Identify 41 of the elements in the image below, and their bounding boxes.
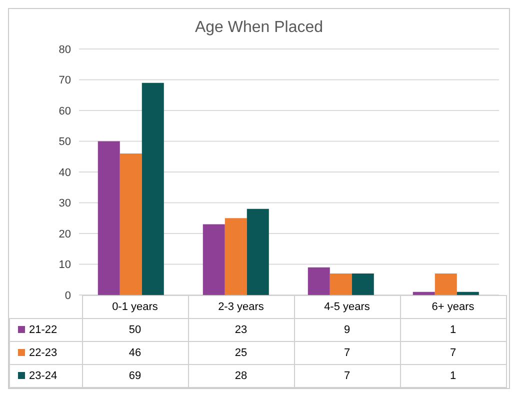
bar bbox=[224, 218, 247, 295]
data-label: 46 bbox=[82, 342, 188, 364]
data-label: 7 bbox=[294, 364, 400, 388]
data-label: 7 bbox=[294, 342, 400, 364]
y-tick-label: 60 bbox=[58, 105, 71, 118]
y-tick-label: 50 bbox=[58, 136, 71, 148]
bar bbox=[246, 208, 269, 295]
y-tick-label: 20 bbox=[58, 228, 71, 240]
x-tick-label: 0-1 years bbox=[82, 296, 188, 318]
bar bbox=[202, 224, 225, 295]
data-label: 23 bbox=[188, 318, 294, 342]
data-label: 50 bbox=[82, 318, 188, 342]
data-label: 28 bbox=[188, 364, 294, 388]
data-label: 69 bbox=[82, 364, 188, 388]
bar bbox=[98, 141, 120, 295]
x-tick-label: 4-5 years bbox=[294, 296, 400, 318]
bar bbox=[434, 273, 457, 295]
y-tick-label: 0 bbox=[64, 290, 71, 302]
data-label: 9 bbox=[294, 318, 400, 342]
bar bbox=[330, 273, 352, 295]
x-tick-label: 2-3 years bbox=[188, 296, 294, 318]
legend-label: 21-22 bbox=[10, 318, 82, 342]
data-label: 7 bbox=[400, 342, 506, 364]
chart-title: Age When Placed bbox=[194, 18, 324, 38]
legend-label: 22-23 bbox=[10, 342, 82, 364]
y-tick-label: 30 bbox=[58, 198, 71, 210]
bar bbox=[308, 267, 330, 295]
bar bbox=[412, 292, 435, 295]
y-tick-label: 80 bbox=[58, 44, 71, 56]
y-tick-label: 10 bbox=[58, 259, 71, 272]
x-tick-label: 6+ years bbox=[400, 296, 506, 318]
y-tick-label: 40 bbox=[58, 166, 71, 179]
bar bbox=[120, 154, 142, 295]
data-label: 1 bbox=[400, 318, 506, 342]
bar bbox=[352, 273, 374, 295]
bar bbox=[142, 82, 164, 295]
data-label: 25 bbox=[188, 342, 294, 364]
y-tick-label: 70 bbox=[58, 74, 71, 87]
data-label: 1 bbox=[400, 364, 506, 388]
bar bbox=[456, 292, 479, 295]
legend-label: 23-24 bbox=[10, 364, 82, 388]
